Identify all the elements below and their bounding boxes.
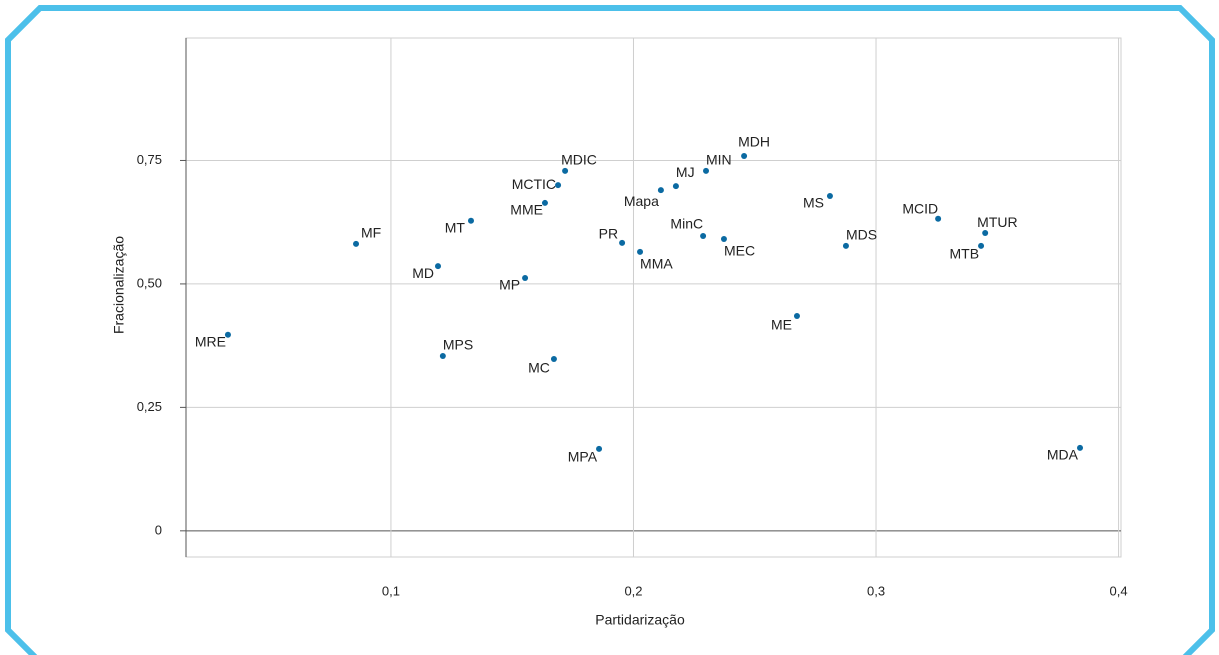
point: [224, 331, 231, 338]
point: [978, 242, 985, 249]
point: [720, 235, 727, 242]
point-label: MD: [412, 265, 434, 281]
point-label: MDS: [846, 227, 877, 243]
point-label: MT: [445, 219, 466, 235]
point: [700, 233, 707, 240]
point-label: MIN: [706, 152, 732, 168]
plot-area: [185, 37, 1122, 558]
point-label: MEC: [724, 243, 755, 259]
y-tick-label: 0,25: [137, 399, 162, 414]
point: [935, 215, 942, 222]
point: [982, 230, 989, 237]
point: [467, 217, 474, 224]
point: [842, 242, 849, 249]
point-label: MinC: [670, 216, 703, 232]
point-label: MP: [499, 277, 520, 293]
y-axis-title: Fracionalização: [111, 236, 127, 334]
x-tick-label: 0,4: [1110, 583, 1128, 598]
point-label: MDH: [738, 134, 770, 150]
point-label: MME: [510, 202, 543, 218]
point-label: MC: [528, 360, 550, 376]
point-label: MRE: [195, 333, 226, 349]
point: [637, 248, 644, 255]
point-label: MPA: [568, 449, 598, 465]
point: [541, 199, 548, 206]
point-label: MPS: [443, 337, 473, 353]
point: [555, 182, 562, 189]
point: [657, 187, 664, 194]
x-tick-label: 0,2: [624, 583, 642, 598]
point-label: ME: [771, 317, 792, 333]
point-label: PR: [599, 226, 618, 242]
point: [353, 240, 360, 247]
point-label: MTUR: [977, 214, 1017, 230]
point-label: MCID: [902, 200, 938, 216]
y-tick-label: 0,50: [137, 275, 162, 290]
point: [619, 239, 626, 246]
point: [793, 313, 800, 320]
y-tick-label: 0: [155, 522, 162, 537]
point: [439, 353, 446, 360]
x-axis-title: Partidarização: [595, 612, 685, 628]
point: [550, 355, 557, 362]
frame: [5, 5, 1215, 655]
point: [435, 263, 442, 270]
point-label: MF: [361, 225, 381, 241]
x-tick-label: 0,1: [382, 583, 400, 598]
point: [672, 183, 679, 190]
point-label: MDA: [1047, 447, 1079, 463]
point: [596, 445, 603, 452]
point: [562, 167, 569, 174]
point: [522, 274, 529, 281]
x-tick-label: 0,3: [867, 583, 885, 598]
y-tick-label: 0,75: [137, 152, 162, 167]
point-label: MCTIC: [512, 176, 556, 192]
point-label: MTB: [949, 246, 979, 262]
point: [826, 193, 833, 200]
point-label: MDIC: [561, 152, 597, 168]
point: [741, 153, 748, 160]
point: [703, 167, 710, 174]
point-label: MJ: [676, 164, 695, 180]
point-label: MMA: [640, 256, 673, 272]
point-label: MS: [803, 195, 824, 211]
point-label: Mapa: [624, 193, 659, 209]
point: [1077, 444, 1084, 451]
